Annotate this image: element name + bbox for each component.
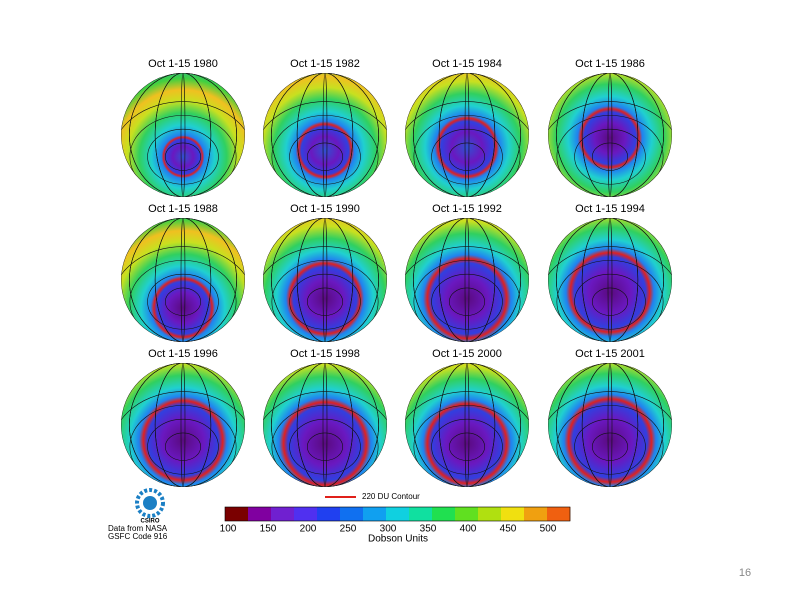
colorbar-tick: 150 [260,524,277,535]
logo-text: CSIRO [140,519,159,525]
panel-title: Oct 1-15 1984 [432,58,502,70]
colorbar-tick: 100 [220,524,237,535]
globe [121,363,245,487]
panel-title: Oct 1-15 2001 [575,348,645,360]
globe [405,218,529,342]
colorbar-tick: 250 [340,524,357,535]
colorbar-cell [386,507,410,521]
colorbar-cell [501,507,525,521]
globe [405,73,529,197]
globe [405,363,529,487]
globe [548,363,672,487]
credit-line: Data from NASA [108,524,168,533]
globe [121,218,245,342]
globe [548,218,672,342]
credit-line: GSFC Code 916 [108,532,168,541]
panel-title: Oct 1-15 1988 [148,203,218,215]
colorbar-cell [317,507,341,521]
colorbar-cell [547,507,571,521]
colorbar-frame [224,506,571,522]
panel-title: Oct 1-15 1982 [290,58,360,70]
panel-title: Oct 1-15 1986 [575,58,645,70]
contour-legend-label: 220 DU Contour [362,492,420,501]
colorbar-cell [340,507,364,521]
globe [263,363,387,487]
globe [548,73,672,197]
colorbar-cell [363,507,387,521]
csiro-logo [135,488,165,518]
colorbar-tick: 350 [420,524,437,535]
panel-title: Oct 1-15 1992 [432,203,502,215]
panel-title: Oct 1-15 1994 [575,203,645,215]
page-number: 16 [739,567,751,579]
colorbar-cell [409,507,433,521]
colorbar-label: Dobson Units [368,534,428,545]
globe [121,73,245,197]
panel-title: Oct 1-15 1996 [148,348,218,360]
globe [263,218,387,342]
colorbar-cell [478,507,502,521]
colorbar-cell [225,507,249,521]
panel-title: Oct 1-15 1990 [290,203,360,215]
colorbar-tick: 200 [300,524,317,535]
colorbar-cell [294,507,318,521]
colorbar-tick: 500 [540,524,557,535]
colorbar-tick: 300 [380,524,397,535]
colorbar-tick: 450 [500,524,517,535]
colorbar-cell [271,507,295,521]
colorbar-cell [524,507,548,521]
panel-title: Oct 1-15 2000 [432,348,502,360]
panel-title: Oct 1-15 1980 [148,58,218,70]
panel-title: Oct 1-15 1998 [290,348,360,360]
colorbar-cell [432,507,456,521]
colorbar-cell [455,507,479,521]
colorbar-cell [248,507,272,521]
globe [263,73,387,197]
colorbar-tick: 400 [460,524,477,535]
